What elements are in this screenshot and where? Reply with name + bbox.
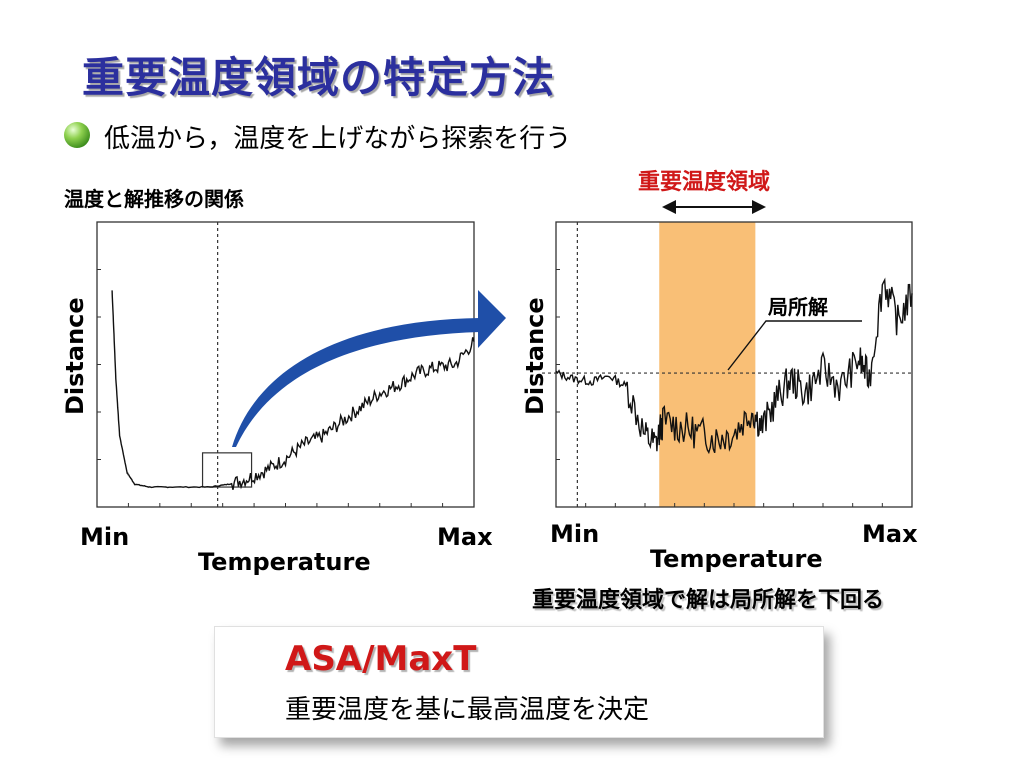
page-title: 重要温度領域の特定方法 — [82, 53, 556, 102]
summary-title: ASA/MaxT — [285, 639, 477, 679]
charts-svg: 局所解 — [96, 200, 913, 508]
left-ticks — [97, 269, 444, 507]
region-double-arrow — [662, 200, 766, 214]
summary-description: 重要温度を基に最高温度を決定 — [285, 695, 650, 725]
right-xtick-max: Max — [862, 520, 918, 548]
right-xlabel: Temperature — [650, 545, 823, 573]
relation-label: 温度と解推移の関係 — [64, 187, 244, 211]
region-title: 重要温度領域 — [638, 170, 771, 195]
right-series-line — [555, 277, 913, 455]
subtitle: 低温から，温度を上げながら探索を行う — [104, 124, 572, 154]
left-highlight-box — [201, 452, 253, 488]
right-xtick-min: Min — [550, 520, 600, 548]
left-xtick-min: Min — [80, 523, 130, 551]
left-xlabel: Temperature — [198, 548, 371, 576]
local-solution-label: 局所解 — [767, 295, 828, 319]
left-series-line — [111, 290, 475, 490]
left-chart-frame — [96, 221, 475, 508]
left-xtick-max: Max — [437, 523, 493, 551]
green-bullet-icon — [64, 122, 90, 148]
note-text: 重要温度領域で解は局所解を下回る — [532, 588, 885, 613]
important-temperature-region — [659, 222, 756, 507]
summary-box: ASA/MaxT 重要温度を基に最高温度を決定 — [214, 626, 824, 738]
blue-curved-arrow — [232, 318, 480, 447]
blue-arrow-head — [478, 290, 506, 348]
local-solution-leader — [727, 320, 862, 371]
right-ticks — [556, 269, 883, 507]
